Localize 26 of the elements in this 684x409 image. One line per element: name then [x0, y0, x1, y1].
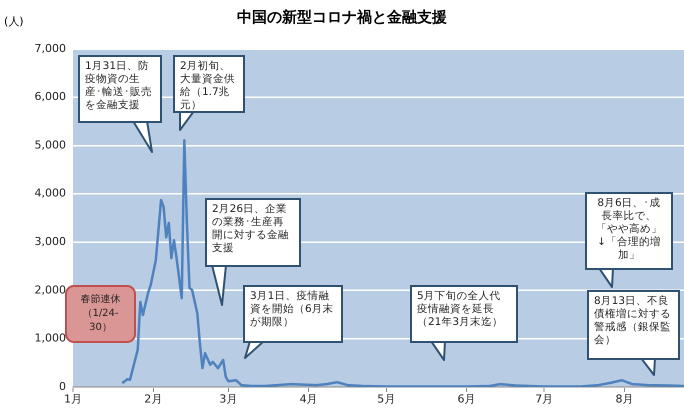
annotation: 5月下旬の全人代疫情融資を延長（21年3月末迄） [410, 285, 518, 343]
y-tick-label: 1,000 [34, 332, 66, 345]
annotation: 1月31日、防疫物資の生産･輸送･販売を金融支援 [78, 55, 162, 123]
annotation: 2月初旬、大量資金供給（1.7兆元） [173, 55, 245, 113]
x-tick-label: 3月 [219, 392, 238, 406]
y-tick-label: 7,000 [34, 42, 66, 55]
x-tick-label: 2月 [144, 392, 162, 406]
x-tick-label: 4月 [300, 392, 318, 406]
annotation: 春節連休（1/24-30） [65, 285, 136, 343]
y-tick-label: 0 [59, 380, 66, 393]
y-tick-label: 5,000 [34, 138, 66, 152]
annotation: 3月1日、疫情融資を開始（6月末が期限） [243, 285, 343, 343]
annotation: 2月26日、企業の業務･生産再開に対する金融支援 [205, 198, 301, 267]
y-tick-label: 2,000 [34, 283, 66, 296]
y-axis-title: (人) [4, 14, 24, 29]
chart-title: 中国の新型コロナ禍と金融支援 [237, 8, 447, 26]
x-tick-label: 8月 [615, 392, 634, 406]
annotation: 8月6日、･成長率比で、「やや高め」↓「合理的増加」 [585, 192, 673, 270]
x-tick-label: 6月 [458, 392, 476, 406]
y-tick-label: 4,000 [34, 186, 66, 200]
y-tick-label: 3,000 [34, 235, 66, 248]
x-tick-label: 7月 [535, 392, 554, 406]
y-tick-label: 6,000 [34, 90, 66, 104]
x-tick-label: 5月 [377, 392, 396, 406]
x-tick-label: 1月 [64, 392, 82, 406]
annotation: 8月13日、不良債権増に対する警戒感（銀保監会） [587, 290, 680, 360]
